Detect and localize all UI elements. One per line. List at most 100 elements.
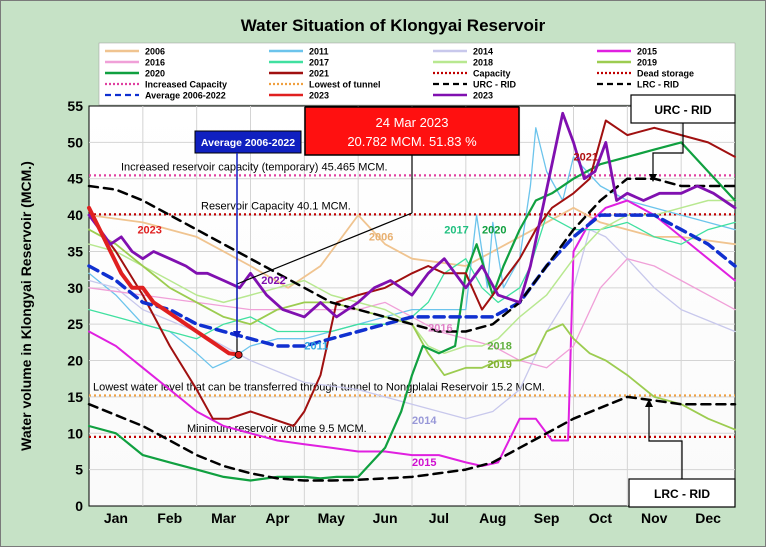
x-tick-label-may: May — [318, 510, 345, 526]
series-line-2017 — [88, 214, 736, 340]
legend-entry-2017: 2017 — [309, 58, 329, 68]
y-tick-label-20: 20 — [67, 353, 83, 369]
series-label-2015: 2015 — [412, 457, 436, 469]
legend-entry-2014: 2014 — [473, 47, 493, 57]
y-tick-label-10: 10 — [67, 425, 83, 441]
legend-entry-2015: 2015 — [637, 47, 657, 57]
y-tick-label-25: 25 — [67, 316, 83, 332]
lrc-box-text: LRC - RID — [654, 487, 710, 501]
annotations: 24 Mar 2023 20.782 MCM. 51.83 % Average … — [194, 94, 736, 508]
legend-entry-2023: 2023 — [473, 91, 493, 101]
series-label-2020: 2020 — [482, 224, 506, 236]
series-label-2023: 2023 — [137, 224, 161, 236]
legend-entry-capacity: Capacity — [473, 69, 511, 79]
x-tick-label-sep: Sep — [534, 510, 560, 526]
x-tick-label-feb: Feb — [157, 510, 182, 526]
series-label-2016: 2016 — [428, 322, 452, 334]
urc-box — [630, 94, 736, 124]
series-label-2011: 2011 — [304, 341, 328, 353]
series-line-2015 — [88, 199, 736, 467]
y-tick-label-40: 40 — [67, 207, 83, 223]
y-tick-label-50: 50 — [67, 134, 83, 150]
series-line-2023 — [87, 205, 241, 357]
x-tick-label-jan: Jan — [104, 510, 128, 526]
ref-line-label-capacity: Reservoir Capacity 40.1 MCM. — [201, 200, 351, 212]
y-tick-label-35: 35 — [67, 243, 83, 259]
urc-box-text: URC - RID — [654, 103, 712, 117]
y-axis-label: Water volume in Klongyai Reservoir (MCM.… — [18, 161, 34, 451]
legend-entry-2011: 2011 — [309, 47, 329, 57]
series-label-2022: 2022 — [261, 275, 285, 287]
series-line-average-2006-2022 — [87, 213, 737, 348]
urc-leader — [652, 123, 684, 179]
lrc-arrow-head — [645, 399, 653, 407]
series-line-urc-rid — [87, 177, 737, 333]
average-callout: Average 2006-2022 — [194, 130, 302, 339]
series-label-2006: 2006 — [369, 232, 393, 244]
current-date-text: 24 Mar 2023 — [376, 115, 449, 130]
series-line-lrc-rid — [87, 395, 737, 482]
ref-line-label-increased-capacity: Increased reservoir capacity (temporary)… — [121, 161, 388, 173]
y-tick-label-55: 55 — [67, 98, 83, 114]
legend-entry-dead-storage: Dead storage — [637, 69, 694, 79]
x-axis-tick-labels: Jan Feb Mar Apr May Jun Jul Aug Sep Oct Nov Dec — [104, 510, 721, 526]
y-tick-label-0: 0 — [75, 498, 83, 514]
series-line-2021 — [88, 119, 736, 427]
x-tick-label-aug: Aug — [479, 510, 506, 526]
legend-entry-2006: 2006 — [145, 47, 165, 57]
legend-entry-2018: 2018 — [473, 58, 493, 68]
x-tick-label-oct: Oct — [589, 510, 613, 526]
series-line-2022 — [87, 111, 737, 319]
callout-leader-diag — [236, 212, 413, 285]
current-value-text: 20.782 MCM. 51.83 % — [347, 134, 477, 149]
legend-entry-urc-rid: URC - RID — [473, 80, 516, 90]
y-tick-label-5: 5 — [75, 462, 83, 478]
series-line-2019 — [88, 228, 736, 431]
chart-title: Water Situation of Klongyai Reservoir — [241, 16, 546, 35]
series-line-2016 — [88, 258, 736, 369]
y-tick-label-15: 15 — [67, 389, 83, 405]
average-arrow-head — [233, 331, 241, 339]
average-label-text: Average 2006-2022 — [201, 137, 295, 149]
x-tick-label-dec: Dec — [695, 510, 721, 526]
series-labels: 2006 2011 2014 2015 2016 2017 2018 2019 2020 2021… — [137, 152, 598, 469]
data-series — [87, 111, 737, 482]
x-tick-label-jul: Jul — [429, 510, 449, 526]
x-tick-label-jun: Jun — [373, 510, 398, 526]
legend-entry-2019: 2019 — [637, 58, 657, 68]
ref-line-label-lowest-of-tunnel: Lowest water level that can be transferr… — [93, 381, 545, 393]
urc-callout: URC - RID — [630, 94, 736, 182]
y-tick-label-45: 45 — [67, 171, 83, 187]
series-line-2018 — [88, 199, 736, 355]
x-tick-label-mar: Mar — [211, 510, 236, 526]
series-label-2018: 2018 — [487, 341, 511, 353]
legend: 2006 2011 2014 2015 2016 2017 2018 2019 2020 2021… — [105, 47, 694, 101]
lrc-leader — [648, 403, 683, 479]
legend-entry-2020: 2020 — [145, 69, 165, 79]
x-tick-label-apr: Apr — [265, 510, 290, 526]
series-label-2017: 2017 — [444, 224, 468, 236]
series-label-2019: 2019 — [487, 359, 511, 371]
legend-entry-average-2006-2022: Average 2006-2022 — [145, 91, 226, 101]
x-tick-label-nov: Nov — [641, 510, 668, 526]
lrc-callout: LRC - RID — [628, 399, 736, 508]
legend-entry-2016: 2016 — [145, 58, 165, 68]
urc-arrow-head — [649, 174, 657, 182]
y-tick-label-30: 30 — [67, 280, 83, 296]
current-value-box — [304, 106, 520, 156]
ref-line-label-dead-storage: Minimum reservoir volume 9.5 MCM. — [187, 423, 367, 435]
series-label-2014: 2014 — [412, 415, 437, 427]
series-line-2006 — [88, 206, 736, 289]
legend-entry-lrc-rid: LRC - RID — [637, 80, 679, 90]
average-label-box — [194, 130, 302, 154]
legend-entry-increased-capacity: Increased Capacity — [145, 80, 227, 90]
legend-entry-lowest-of-tunnel: Lowest of tunnel — [309, 80, 381, 90]
legend-entry-2021: 2021 — [309, 69, 329, 79]
series-label-2021: 2021 — [574, 152, 598, 164]
legend-entry-2023: 2023 — [309, 91, 329, 101]
reference-lines: Increased reservoir capacity (temporary)… — [89, 161, 735, 439]
current-value-marker — [234, 350, 243, 359]
current-value-callout: 24 Mar 2023 20.782 MCM. 51.83 % — [236, 106, 520, 356]
